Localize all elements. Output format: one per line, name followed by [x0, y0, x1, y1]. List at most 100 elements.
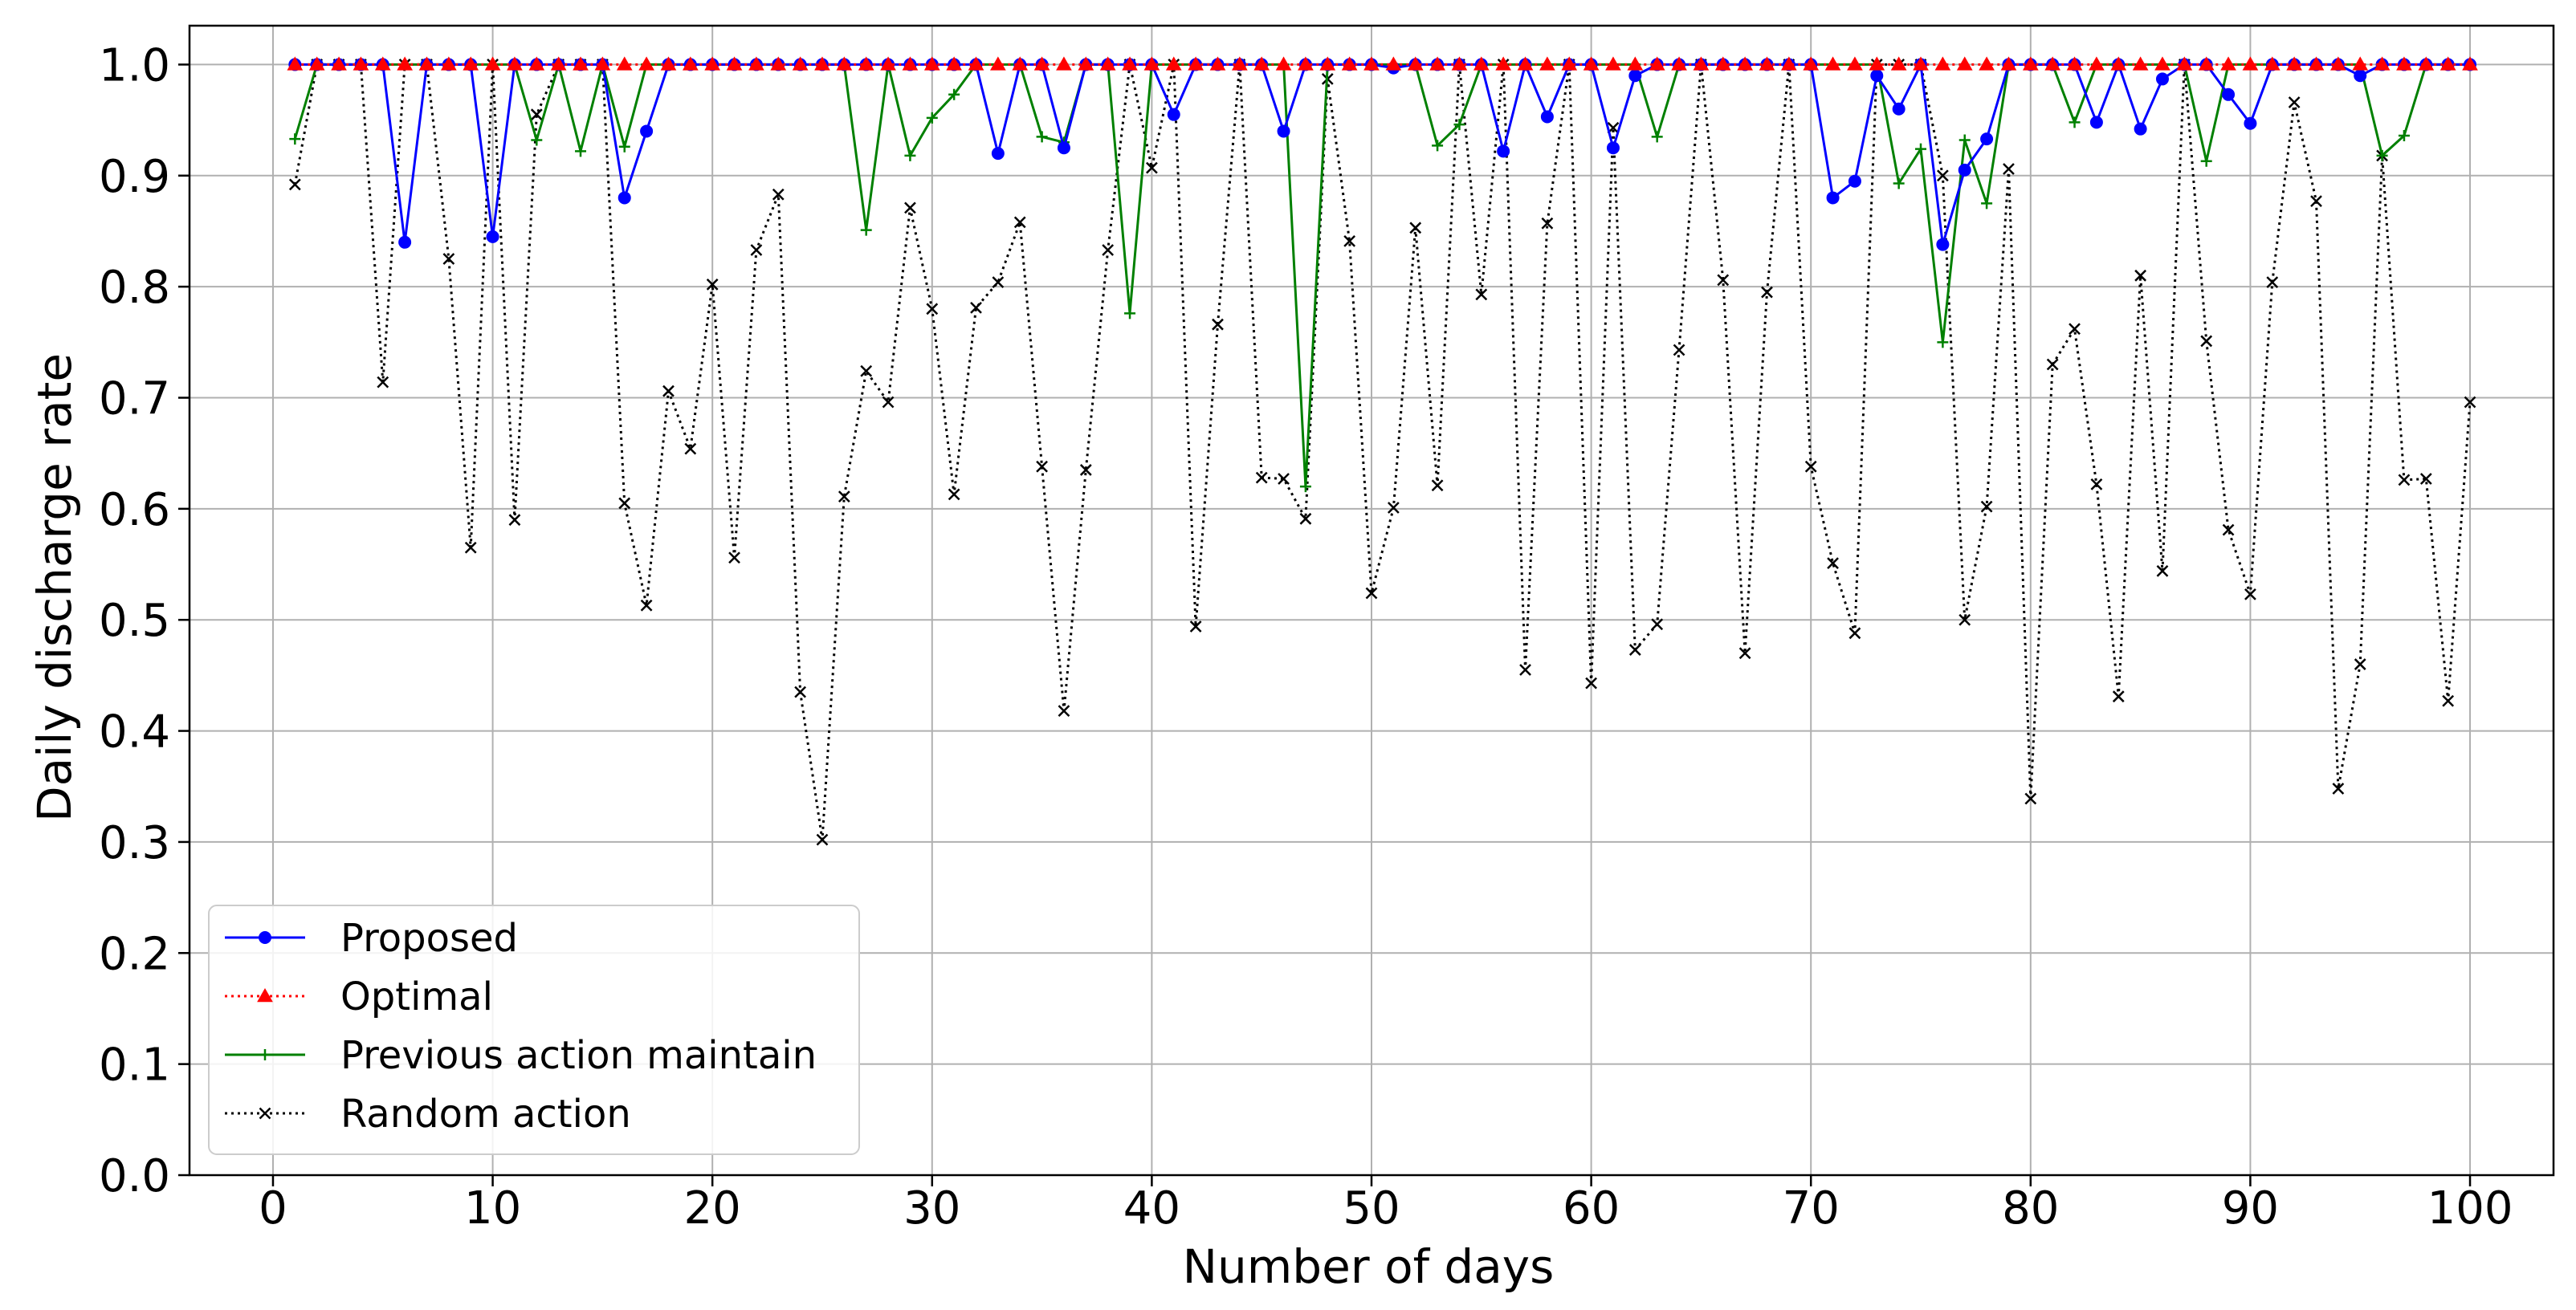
data-point [2308, 56, 2325, 71]
data-point [463, 56, 479, 71]
y-tick-label: 0.1 [99, 1039, 170, 1092]
data-point [1649, 56, 1665, 71]
data-point [750, 244, 763, 256]
x-tick-label: 70 [1783, 1182, 1840, 1235]
data-point [442, 253, 455, 265]
data-point [1540, 110, 1554, 124]
data-point [464, 541, 477, 554]
data-point [531, 134, 543, 146]
x-tick-label: 90 [2222, 1182, 2279, 1235]
y-tick-label: 1.0 [99, 39, 170, 92]
data-point [2398, 474, 2411, 486]
data-point [1298, 56, 1314, 71]
data-point [1826, 191, 1840, 205]
data-point [2242, 56, 2259, 71]
data-point [926, 112, 938, 124]
data-point [2069, 323, 2081, 336]
data-point [1847, 56, 1863, 71]
data-point [374, 56, 391, 71]
data-point [2264, 56, 2280, 71]
data-point [2069, 116, 2081, 128]
data-point [2376, 149, 2388, 161]
data-point [618, 497, 631, 510]
legend-label: Random action [340, 1092, 631, 1137]
data-point [1451, 56, 1468, 71]
data-point [640, 124, 654, 138]
data-point [2176, 56, 2193, 71]
data-point [1078, 56, 1094, 71]
data-point [1033, 56, 1050, 71]
data-point [1013, 216, 1026, 229]
data-point [616, 56, 633, 71]
data-point [2266, 276, 2279, 288]
data-point [860, 364, 873, 377]
data-point [2222, 87, 2236, 101]
data-point [794, 686, 807, 698]
data-point [1036, 460, 1048, 473]
data-point [1058, 705, 1070, 718]
data-point [1824, 56, 1841, 71]
y-tick-label: 0.5 [99, 595, 170, 647]
data-point [1079, 464, 1092, 476]
data-point [486, 230, 499, 243]
data-point [1277, 124, 1290, 138]
data-point [1319, 56, 1336, 71]
data-point [618, 140, 630, 153]
data-point [1519, 664, 1531, 676]
data-point [1673, 344, 1685, 356]
data-point [573, 56, 589, 71]
data-point [2310, 195, 2322, 207]
data-point [2419, 473, 2432, 485]
legend-marker [259, 931, 271, 944]
data-point [814, 56, 830, 71]
data-point [638, 56, 654, 71]
data-point [1495, 56, 1512, 71]
legend-label: Proposed [340, 916, 518, 961]
data-point [1958, 613, 1971, 626]
data-point [508, 514, 521, 527]
data-point [640, 599, 653, 612]
data-point [1517, 56, 1534, 71]
data-point [398, 235, 412, 249]
data-point [2066, 56, 2083, 71]
series-line [295, 63, 2470, 246]
data-point [1299, 481, 1311, 493]
data-point [2220, 56, 2236, 71]
data-point [2090, 478, 2103, 490]
data-point [2089, 56, 2105, 71]
data-point [2200, 335, 2213, 348]
legend-item: Random action [225, 1092, 631, 1137]
data-point [2155, 72, 2169, 86]
data-point [1036, 131, 1048, 143]
data-point [1803, 56, 1820, 71]
data-point [684, 442, 697, 455]
data-point [2332, 783, 2345, 795]
data-point [1981, 197, 1993, 210]
data-point [1893, 177, 1905, 189]
data-point [1167, 108, 1180, 121]
data-point [2396, 56, 2412, 71]
data-point [1956, 56, 1973, 71]
data-point [836, 56, 853, 71]
data-point [816, 833, 829, 846]
data-point [1738, 647, 1751, 660]
data-point [1714, 56, 1731, 71]
series-random-action [288, 59, 2476, 846]
y-axis-label: Daily discharge rate [27, 353, 82, 822]
data-point [2354, 658, 2366, 670]
data-point [772, 188, 785, 201]
data-point [484, 56, 501, 71]
data-point [1475, 288, 1488, 301]
data-point [706, 278, 719, 291]
data-point [1299, 512, 1312, 525]
data-point [2354, 69, 2367, 83]
data-point [946, 56, 963, 71]
data-point [1628, 644, 1641, 656]
y-tick-label: 0.8 [99, 262, 170, 314]
data-point [880, 56, 896, 71]
data-point [1913, 56, 1929, 71]
data-point [331, 56, 347, 71]
series-optimal [287, 56, 2478, 71]
